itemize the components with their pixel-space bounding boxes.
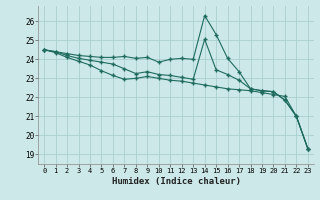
X-axis label: Humidex (Indice chaleur): Humidex (Indice chaleur) bbox=[111, 177, 241, 186]
